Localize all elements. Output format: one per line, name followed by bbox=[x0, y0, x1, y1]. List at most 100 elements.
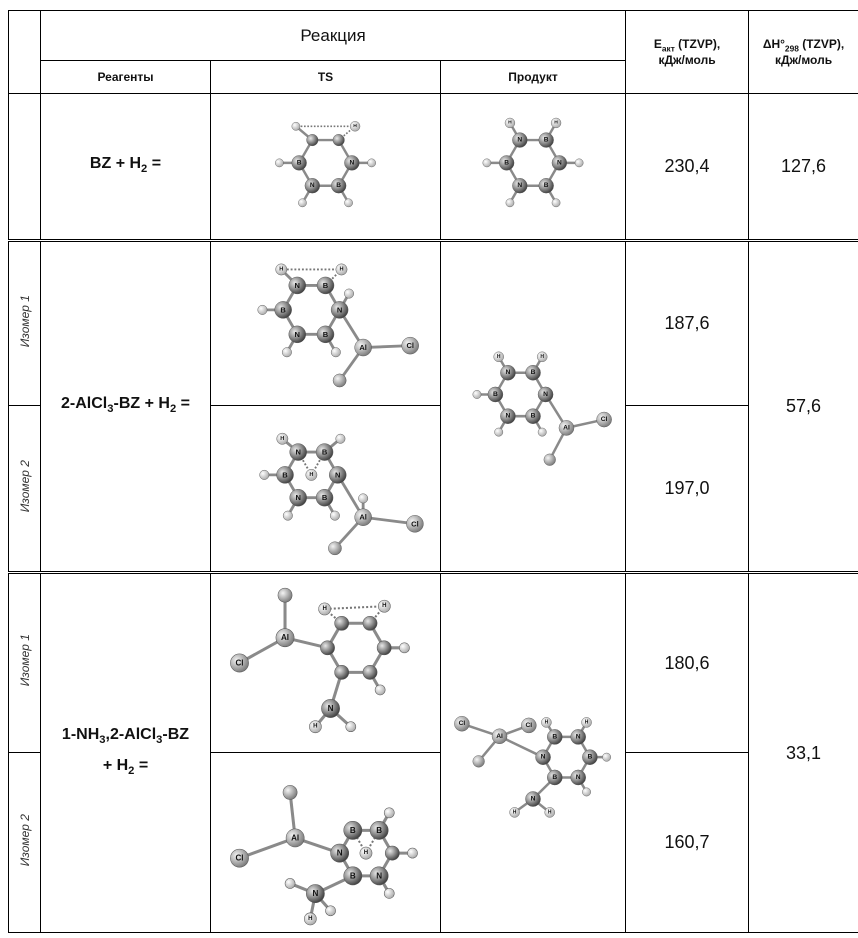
atom bbox=[320, 641, 334, 655]
atom-label: B bbox=[544, 182, 549, 189]
atom-label: H bbox=[313, 724, 317, 730]
atom-label: Al bbox=[563, 424, 570, 431]
atom bbox=[282, 347, 291, 356]
atom bbox=[336, 434, 345, 443]
text: BZ + H bbox=[90, 155, 141, 172]
atom-label: Al bbox=[359, 512, 367, 521]
atom-label: H bbox=[540, 353, 544, 359]
atom bbox=[292, 122, 300, 130]
atom bbox=[399, 643, 409, 653]
atom bbox=[385, 846, 399, 860]
e-act: 180,6 bbox=[626, 573, 749, 753]
text: E bbox=[654, 37, 662, 51]
atom-label: B bbox=[323, 329, 329, 338]
atom-label: B bbox=[376, 825, 382, 834]
atom bbox=[582, 788, 590, 796]
reagent: BZ + H2 = bbox=[41, 94, 211, 241]
atom-label: N bbox=[328, 704, 334, 713]
atom-label: Cl bbox=[411, 519, 419, 528]
atom-label: N bbox=[505, 369, 510, 376]
text: ΔH° bbox=[763, 37, 785, 51]
atom bbox=[384, 807, 394, 817]
atom-label: Cl bbox=[525, 722, 532, 729]
atom-label: N bbox=[295, 493, 300, 502]
atom-label: Al bbox=[291, 833, 299, 842]
atom-label: B bbox=[350, 871, 356, 880]
atom bbox=[283, 785, 297, 799]
atom-label: B bbox=[531, 412, 536, 419]
text: (TZVP), bbox=[675, 37, 720, 51]
atom-label: Al bbox=[359, 343, 367, 352]
atom-label: N bbox=[337, 848, 343, 857]
atom-label: B bbox=[297, 159, 302, 166]
isomer-cell: Изомер 2 bbox=[9, 406, 41, 573]
atom bbox=[260, 470, 269, 479]
atom bbox=[333, 373, 346, 386]
atom-label: Cl bbox=[459, 720, 466, 727]
atom bbox=[377, 641, 391, 655]
reagent-line: 2-AlCl3-BZ + H2 = bbox=[61, 395, 190, 412]
atom bbox=[275, 158, 283, 166]
atom bbox=[298, 198, 306, 206]
atom-label: N bbox=[335, 470, 340, 479]
atom-label: H bbox=[548, 809, 552, 815]
atom-label: N bbox=[517, 136, 522, 143]
dh: 57,6 bbox=[749, 241, 858, 573]
atom bbox=[368, 158, 376, 166]
atom-label: H bbox=[497, 353, 501, 359]
atom-label: B bbox=[323, 280, 329, 289]
molecule: NBNBNBHHAlCl bbox=[211, 244, 440, 404]
text: -BZ + H bbox=[113, 395, 169, 412]
atom-label: N bbox=[505, 412, 510, 419]
atom-label: H bbox=[364, 850, 368, 856]
dh: 33,1 bbox=[749, 573, 858, 933]
atom bbox=[483, 158, 491, 166]
text: = bbox=[134, 757, 148, 774]
subscript: акт bbox=[662, 43, 675, 53]
atom-label: H bbox=[280, 435, 284, 441]
atom bbox=[328, 541, 341, 554]
atom-label: H bbox=[513, 809, 517, 815]
atom-label: B bbox=[336, 182, 341, 189]
atom-label: N bbox=[310, 182, 315, 189]
reagent: 2-AlCl3-BZ + H2 = bbox=[41, 241, 211, 573]
product-header: Продукт bbox=[441, 61, 626, 94]
atom bbox=[384, 888, 394, 898]
atom-label: B bbox=[504, 159, 509, 166]
atom-label: H bbox=[508, 119, 512, 125]
reagents-header: Реагенты bbox=[41, 61, 211, 94]
atom bbox=[344, 288, 353, 297]
subscript: 298 bbox=[785, 43, 799, 53]
reagent-line: + H2 = bbox=[103, 757, 148, 774]
reaction-header: Реакция bbox=[41, 11, 626, 61]
text: (TZVP), bbox=[799, 37, 844, 51]
atom-label: B bbox=[531, 369, 536, 376]
atom bbox=[278, 588, 292, 602]
e-act: 187,6 bbox=[626, 241, 749, 406]
isomer-cell: Изомер 1 bbox=[9, 573, 41, 753]
corner-cell bbox=[9, 11, 41, 94]
e-act-header: Eакт (TZVP),кДж/моль bbox=[626, 11, 749, 94]
unit: кДж/моль bbox=[775, 53, 832, 67]
atom-label: N bbox=[312, 889, 318, 898]
atom-label: B bbox=[322, 493, 328, 502]
atom-label: N bbox=[543, 390, 548, 397]
product-cell: NBNBNBHH bbox=[441, 94, 626, 241]
atom-label: H bbox=[554, 119, 558, 125]
text: = bbox=[176, 395, 190, 412]
atom-label: H bbox=[322, 606, 326, 612]
atom bbox=[331, 347, 340, 356]
atom bbox=[307, 134, 319, 146]
atom bbox=[602, 753, 610, 761]
atom-label: N bbox=[349, 159, 354, 166]
atom bbox=[544, 453, 556, 465]
ts-header: TS bbox=[211, 61, 441, 94]
text: 2-AlCl bbox=[61, 395, 107, 412]
atom-label: Cl bbox=[235, 659, 243, 668]
atom bbox=[363, 665, 377, 679]
isomer-label: Изомер 2 bbox=[18, 814, 32, 866]
molecule: NBNBH bbox=[211, 97, 440, 237]
